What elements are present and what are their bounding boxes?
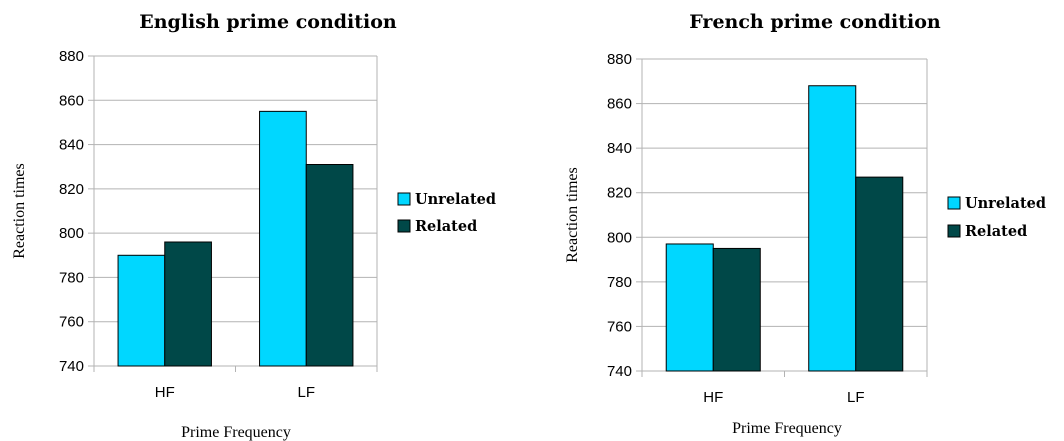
bar-unrelated-hf	[665, 243, 714, 372]
x-tick-label: LF	[847, 389, 865, 406]
y-tick-label: 800	[59, 225, 84, 242]
y-tick-label: 840	[607, 140, 632, 157]
x-axis-label: Prime Frequency	[732, 420, 842, 437]
chart-panel-1: English prime condition 740 760 780 800 820 84…	[11, 11, 496, 441]
y-tick-label: 780	[59, 269, 84, 286]
y-tick-label: 860	[607, 96, 632, 113]
legend-item-unrelated: Unrelated	[947, 195, 1046, 212]
y-tick-label: 760	[607, 318, 632, 335]
legend-label: Related	[965, 223, 1027, 240]
legend-label: Unrelated	[415, 191, 496, 208]
legend-label: Unrelated	[965, 195, 1046, 212]
bar-unrelated-lf	[259, 110, 307, 367]
legend-swatch	[397, 219, 411, 233]
y-tick-label: 740	[607, 363, 632, 380]
legend-label: Related	[415, 218, 477, 235]
y-tick-label: 880	[607, 51, 632, 68]
legend-item-related: Related	[947, 223, 1027, 240]
bar-related-lf	[855, 176, 904, 372]
y-tick-label: 740	[59, 358, 84, 375]
bar-unrelated-hf	[117, 254, 166, 367]
y-tick-label: 840	[59, 137, 84, 154]
chart-title: English prime condition	[139, 11, 397, 33]
legend-swatch	[947, 196, 961, 210]
x-axis-label: Prime Frequency	[181, 424, 291, 441]
y-tick-label: 760	[59, 314, 84, 331]
x-tick-label: HF	[155, 384, 175, 401]
y-tick-label: 820	[607, 185, 632, 202]
bar-related-hf	[712, 247, 761, 372]
x-tick-label: HF	[703, 389, 723, 406]
y-tick-label: 780	[607, 274, 632, 291]
legend-item-unrelated: Unrelated	[397, 191, 496, 208]
legend-swatch	[947, 224, 961, 238]
y-tick-label: 800	[607, 229, 632, 246]
bar-unrelated-lf	[808, 85, 857, 372]
legend-item-related: Related	[397, 218, 477, 235]
y-tick-label: 820	[59, 181, 84, 198]
bar-related-lf	[305, 164, 354, 367]
y-axis-label: Reaction times	[11, 163, 28, 259]
x-tick-label: LF	[297, 384, 315, 401]
chart-title: French prime condition	[689, 11, 941, 33]
legend-swatch	[397, 192, 411, 206]
y-tick-label: 860	[59, 92, 84, 109]
chart-panel-2: French prime condition 740 760 780 800 820 840…	[564, 11, 1046, 437]
bar-related-hf	[164, 241, 212, 367]
y-axis-label: Reaction times	[564, 167, 581, 263]
y-tick-label: 880	[59, 48, 84, 65]
